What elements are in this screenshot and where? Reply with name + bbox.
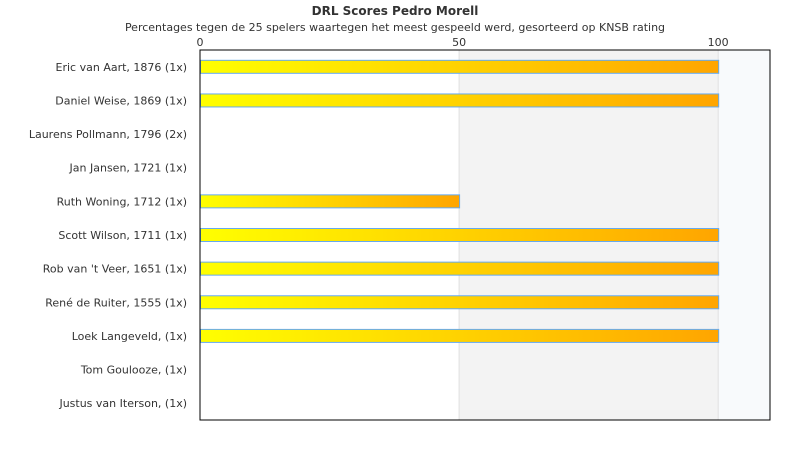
- category-label: Rob van 't Veer, 1651 (1x): [43, 263, 187, 276]
- plot-band: [718, 50, 770, 420]
- x-tick-label: 50: [452, 36, 466, 49]
- bar: [200, 295, 720, 310]
- category-label: Jan Jansen, 1721 (1x): [69, 162, 187, 175]
- chart-title: DRL Scores Pedro Morell: [311, 4, 479, 18]
- x-tick-label: 100: [708, 36, 729, 49]
- bar: [200, 328, 720, 343]
- chart-subtitle: Percentages tegen de 25 spelers waartege…: [124, 21, 666, 34]
- category-label: Eric van Aart, 1876 (1x): [56, 61, 187, 74]
- category-label: Tom Goulooze, (1x): [80, 364, 187, 377]
- category-label: Laurens Pollmann, 1796 (2x): [29, 128, 187, 141]
- category-label: Justus van Iterson, (1x): [58, 397, 187, 410]
- category-label: René de Ruiter, 1555 (1x): [45, 296, 187, 309]
- bar: [200, 93, 720, 108]
- bar: [200, 261, 720, 276]
- category-label: Ruth Woning, 1712 (1x): [57, 195, 187, 208]
- plot-border: [199, 49, 771, 421]
- x-tick-label: 0: [197, 36, 204, 49]
- bar: [200, 194, 461, 209]
- bar: [200, 59, 720, 74]
- category-label: Scott Wilson, 1711 (1x): [58, 229, 187, 242]
- category-label: Daniel Weise, 1869 (1x): [55, 94, 187, 107]
- category-label: Loek Langeveld, (1x): [72, 330, 187, 343]
- bar: [200, 228, 720, 242]
